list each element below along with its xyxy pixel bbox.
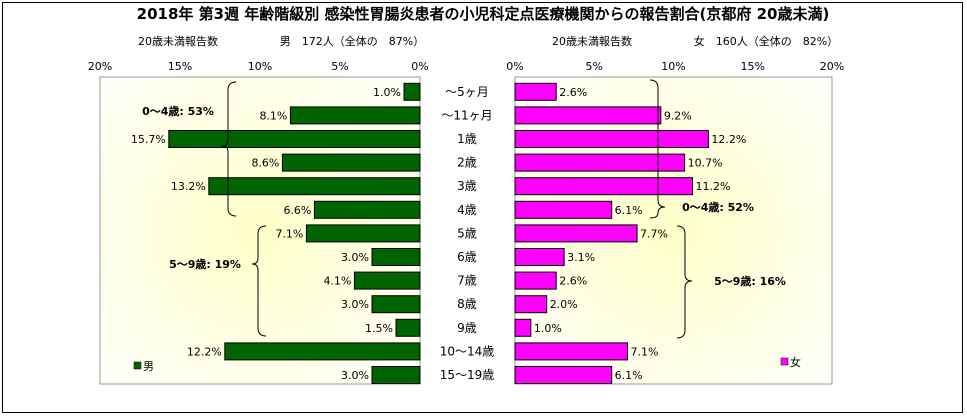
female-tick-label: 15% xyxy=(741,60,765,73)
male-bar xyxy=(305,224,421,243)
female-bar-label: 7.1% xyxy=(631,345,659,358)
female-bar xyxy=(514,295,548,314)
female-bar xyxy=(514,177,694,196)
category-label: 10～14歳 xyxy=(440,344,495,358)
chart-frame xyxy=(2,2,963,413)
female-tick-label: 20% xyxy=(820,60,844,73)
female-bar-label: 2.6% xyxy=(559,275,587,288)
male-bar-label: 1.5% xyxy=(365,322,393,335)
female-bar xyxy=(514,342,629,361)
male-tick-label: 15% xyxy=(168,60,192,73)
female-bar-label: 7.7% xyxy=(640,227,668,240)
male-header-label: 20歳未満報告数 xyxy=(138,35,218,48)
female-header-value: 女 160人（全体の 82%） xyxy=(694,34,838,48)
male-bar xyxy=(353,271,421,290)
female-tick-label: 10% xyxy=(661,60,685,73)
female-bar xyxy=(514,82,557,101)
category-label: 6歳 xyxy=(457,250,477,264)
female-tick-label: 0% xyxy=(506,60,523,73)
chart-title: 2018年 第3週 年齢階級別 感染性胃腸炎患者の小児科定点医療機関からの報告割… xyxy=(137,5,830,23)
female-bar-label: 3.1% xyxy=(567,251,595,264)
category-label: 4歳 xyxy=(457,203,477,217)
category-label: 2歳 xyxy=(457,156,477,170)
female-bar xyxy=(514,271,557,290)
category-label: 9歳 xyxy=(457,321,477,335)
male-bracket-5-9 xyxy=(251,225,267,337)
female-header-label: 20歳未満報告数 xyxy=(552,35,632,48)
male-bracket-0-4 xyxy=(221,81,237,217)
female-bar-label: 1.0% xyxy=(534,322,562,335)
female-bar xyxy=(514,200,613,219)
category-label: 3歳 xyxy=(457,179,477,193)
male-bar-label: 3.0% xyxy=(341,251,369,264)
male-bar xyxy=(371,366,421,384)
female-bar-label: 2.6% xyxy=(559,86,587,99)
male-tick-label: 0% xyxy=(411,60,428,73)
male-bar-label: 3.0% xyxy=(341,369,369,382)
male-bar-label: 7.1% xyxy=(275,227,303,240)
female-bar-label: 9.2% xyxy=(664,109,692,122)
male-bar xyxy=(313,200,421,219)
male-legend-label: 男 xyxy=(143,360,154,373)
female-bracket-5-9 xyxy=(676,225,693,339)
male-bar-label: 15.7% xyxy=(131,133,166,146)
male-bar xyxy=(403,82,421,101)
male-bar xyxy=(371,295,421,314)
female-bar-label: 12.2% xyxy=(711,133,746,146)
male-legend-swatch xyxy=(133,361,142,370)
category-label: 8歳 xyxy=(457,297,477,311)
female-bar xyxy=(514,318,532,337)
female-tick-label: 5% xyxy=(586,60,603,73)
female-group-5-9: 5～9歳: 16% xyxy=(714,274,786,288)
category-label: ～11ヶ月 xyxy=(441,108,492,122)
male-bar-label: 8.1% xyxy=(259,109,287,122)
male-tick-label: 5% xyxy=(331,60,348,73)
male-bar xyxy=(395,318,421,337)
female-bracket-0-4 xyxy=(649,79,666,219)
female-bar-label: 6.1% xyxy=(615,204,643,217)
female-legend-swatch xyxy=(780,357,789,366)
male-bar xyxy=(168,130,421,148)
female-bar xyxy=(514,130,709,148)
male-bar xyxy=(208,177,421,196)
male-bar-label: 4.1% xyxy=(323,275,351,288)
male-tick-label: 10% xyxy=(248,60,272,73)
category-label: ～5ヶ月 xyxy=(445,85,489,99)
female-bar-label: 6.1% xyxy=(615,369,643,382)
male-tick-label: 20% xyxy=(88,60,112,73)
category-label: 1歳 xyxy=(457,132,477,146)
male-bar-label: 13.2% xyxy=(171,180,206,193)
male-bar xyxy=(371,248,421,266)
male-bar-label: 1.0% xyxy=(373,86,401,99)
category-label: 5歳 xyxy=(457,226,477,240)
female-bar xyxy=(514,224,638,243)
male-bar xyxy=(281,153,421,172)
category-label: 7歳 xyxy=(457,274,477,288)
female-bar-label: 10.7% xyxy=(688,157,723,170)
female-group-0-4: 0～4歳: 52% xyxy=(682,200,754,214)
male-bar-label: 8.6% xyxy=(251,157,279,170)
male-header-value: 男 172人（全体の 87%） xyxy=(280,34,424,48)
female-legend-label: 女 xyxy=(790,355,801,369)
male-group-0-4: 0～4歳: 53% xyxy=(142,104,214,118)
male-group-5-9: 5～9歳: 19% xyxy=(169,257,241,271)
male-bar-label: 12.2% xyxy=(187,345,222,358)
female-bar xyxy=(514,106,662,125)
male-bar xyxy=(289,106,421,125)
category-label: 15～19歳 xyxy=(440,368,495,382)
male-bar xyxy=(224,342,421,361)
female-bar xyxy=(514,153,686,172)
female-bar xyxy=(514,366,613,384)
male-bar-label: 3.0% xyxy=(341,298,369,311)
female-bar-label: 2.0% xyxy=(550,298,578,311)
male-bar-label: 6.6% xyxy=(283,204,311,217)
female-bar xyxy=(514,248,565,266)
female-bar-label: 11.2% xyxy=(696,180,731,193)
